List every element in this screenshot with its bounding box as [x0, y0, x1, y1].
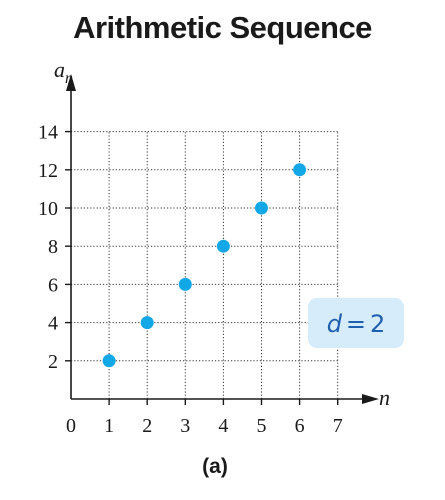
y-tick-label-6: 6	[48, 274, 58, 296]
y-tick-label-14: 14	[38, 122, 58, 144]
y-axis-arrow	[66, 74, 76, 91]
data-point-5	[255, 201, 268, 215]
x-axis-arrow	[362, 394, 379, 404]
annotation-var: d	[327, 310, 343, 338]
annotation-value: 2	[370, 310, 385, 338]
x-tick-label-6: 6	[295, 415, 305, 437]
data-point-3	[178, 277, 192, 291]
x-tick-label-0: 0	[66, 415, 76, 437]
annotation-box: d = 2	[308, 298, 404, 348]
annotation-eq: =	[346, 310, 366, 338]
x-tick-label-5: 5	[257, 415, 267, 437]
x-tick-label-2: 2	[142, 415, 152, 437]
data-point-2	[140, 316, 154, 330]
y-tick-label-2: 2	[48, 351, 58, 373]
chart-title: Arithmetic Sequence	[73, 10, 372, 45]
figure-caption: (a)	[202, 455, 228, 478]
annotation-text: d = 2	[327, 310, 386, 338]
y-axis-label: a	[54, 57, 65, 82]
y-axis-label-subscript: n	[65, 70, 73, 87]
x-tick-label-3: 3	[180, 415, 190, 437]
x-axis-label: n	[379, 385, 390, 410]
axes	[65, 74, 379, 405]
data-point-6	[293, 163, 307, 177]
data-points	[102, 163, 307, 368]
data-point-4	[216, 239, 230, 253]
y-tick-label-10: 10	[38, 198, 58, 220]
x-tick-label-1: 1	[104, 415, 114, 437]
data-point-1	[102, 354, 116, 368]
y-tick-label-4: 4	[48, 313, 58, 335]
y-tick-label-12: 12	[38, 160, 58, 182]
y-tick-label-8: 8	[48, 236, 58, 258]
x-tick-label-4: 4	[218, 415, 228, 437]
x-tick-label-7: 7	[333, 415, 343, 437]
